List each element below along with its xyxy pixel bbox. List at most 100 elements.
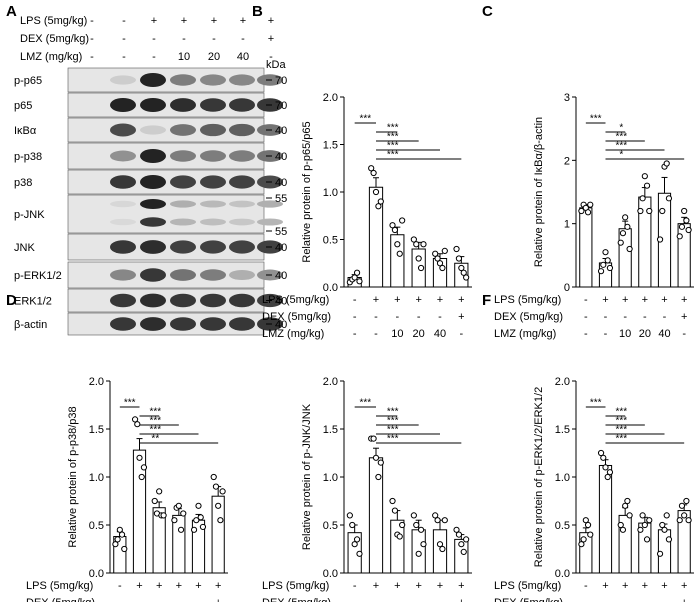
condition-value: - xyxy=(438,311,442,323)
data-point xyxy=(138,473,145,481)
data-point xyxy=(217,517,224,524)
data-point xyxy=(681,512,688,519)
y-tick-label: 1.5 xyxy=(323,424,338,436)
data-point xyxy=(351,541,358,548)
data-point xyxy=(622,502,629,509)
condition-value: + xyxy=(394,294,400,306)
data-point xyxy=(399,217,406,224)
data-point xyxy=(389,497,396,505)
condition-value: - xyxy=(663,597,667,602)
blot-band xyxy=(140,217,166,227)
data-point xyxy=(346,512,353,519)
data-point xyxy=(396,533,403,540)
significance-label: *** xyxy=(149,425,161,436)
blot-band xyxy=(170,317,196,331)
blot-band xyxy=(110,200,136,208)
data-point xyxy=(441,247,448,254)
data-point xyxy=(626,512,633,519)
data-point xyxy=(637,526,644,533)
significance-label: *** xyxy=(359,398,371,409)
data-point xyxy=(156,488,163,495)
blot-row-label: p-JNK xyxy=(14,209,45,221)
condition-value: - xyxy=(182,33,186,45)
y-tick-label: 2.0 xyxy=(89,376,104,388)
condition-value: + xyxy=(437,294,443,306)
condition-value: + xyxy=(156,580,162,592)
data-point xyxy=(665,195,673,202)
chart-e: 0.0 0.5 1.0 1.5 2.0 Relative protein of p-JNK… xyxy=(262,376,472,602)
data-point xyxy=(584,209,592,216)
significance-label: *** xyxy=(615,141,627,152)
y-tick-label: 0.0 xyxy=(323,282,338,294)
panel-label-c: C xyxy=(482,3,493,20)
data-point xyxy=(665,536,673,543)
blot-row-label: p-p65 xyxy=(14,75,42,87)
data-point xyxy=(195,502,202,509)
data-point xyxy=(587,531,594,538)
condition-value: - xyxy=(177,597,181,602)
condition-value: + xyxy=(681,294,687,306)
data-point xyxy=(415,255,422,262)
y-axis-label: Relative protein of p-p65/p65 xyxy=(301,121,313,262)
data-point xyxy=(420,541,427,548)
panel-label-a: A xyxy=(6,3,17,20)
significance-label: *** xyxy=(615,407,627,418)
condition-value: + xyxy=(602,294,608,306)
data-point xyxy=(624,497,631,505)
data-point xyxy=(193,517,200,524)
condition-value: - xyxy=(122,33,126,45)
data-point xyxy=(375,473,382,481)
data-point xyxy=(215,502,222,509)
significance-label: *** xyxy=(359,114,371,125)
data-point xyxy=(678,223,686,230)
blot-band xyxy=(200,98,226,112)
condition-value: + xyxy=(458,311,464,323)
condition-value: + xyxy=(215,597,221,602)
significance-label: *** xyxy=(387,416,399,427)
data-point xyxy=(617,521,624,529)
data-point xyxy=(606,264,614,272)
data-point xyxy=(582,517,589,524)
condition-value: - xyxy=(122,51,126,63)
condition-value: - xyxy=(157,597,161,602)
data-point xyxy=(643,536,651,543)
data-point xyxy=(180,510,187,517)
condition-value: 40 xyxy=(434,328,446,340)
blot-band xyxy=(229,123,255,137)
condition-value: - xyxy=(138,597,142,602)
condition-value: - xyxy=(643,311,647,323)
blot-band xyxy=(229,74,255,86)
blot-band xyxy=(140,293,166,308)
data-point xyxy=(637,207,644,215)
data-point xyxy=(432,512,439,519)
condition-label: LPS (5mg/kg) xyxy=(494,294,561,306)
data-point xyxy=(683,217,690,224)
condition-value: - xyxy=(663,311,667,323)
significance-label: *** xyxy=(387,434,399,445)
data-point xyxy=(624,223,631,230)
y-tick-label: 1.0 xyxy=(555,472,570,484)
data-point xyxy=(389,222,396,229)
blot-band xyxy=(110,218,136,226)
y-tick-label: 2.0 xyxy=(323,376,338,388)
condition-label: DEX (5mg/kg) xyxy=(20,33,89,45)
data-point xyxy=(458,541,465,548)
blot-band xyxy=(229,200,255,208)
bar xyxy=(677,223,691,288)
significance-label: *** xyxy=(615,434,627,445)
data-point xyxy=(622,214,629,221)
blot-row-label: p-ERK1/2 xyxy=(14,270,62,282)
blot-band xyxy=(257,200,283,208)
y-tick-label: 1.0 xyxy=(323,472,338,484)
condition-value: - xyxy=(438,597,442,602)
condition-label: DEX (5mg/kg) xyxy=(262,311,331,323)
y-axis-label: Relative protein of p-p38/p38 xyxy=(67,406,79,547)
condition-value: + xyxy=(681,311,687,323)
significance-label: *** xyxy=(615,416,627,427)
y-tick-label: 0.5 xyxy=(323,235,338,247)
blot-band xyxy=(110,175,136,189)
marker-label: 40 xyxy=(275,177,287,189)
blot-row-label: p38 xyxy=(14,177,32,189)
data-point xyxy=(114,536,121,543)
data-point xyxy=(641,521,648,529)
